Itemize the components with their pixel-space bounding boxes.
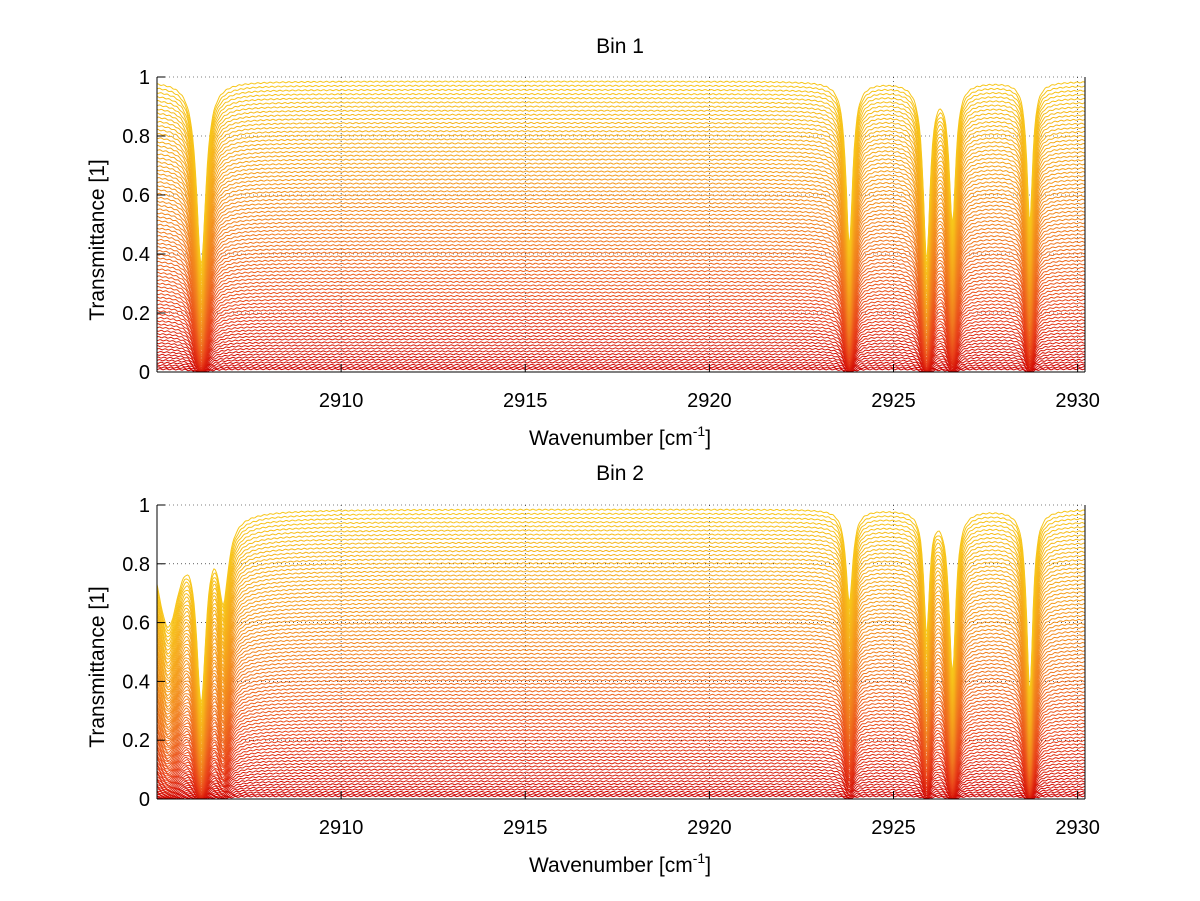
spectrum-line xyxy=(156,363,1086,373)
spectrum-line xyxy=(156,780,1086,800)
bin-1-series xyxy=(156,80,1086,373)
bin-2-x-axis-label-sup: -1 xyxy=(693,850,706,866)
spectrum-line xyxy=(156,508,1086,704)
spectrum-line xyxy=(156,793,1086,800)
y-tick-label: 0.8 xyxy=(122,554,150,576)
spectrum-line xyxy=(156,768,1085,799)
y-tick-label: 0.8 xyxy=(122,126,150,148)
spectrum-line xyxy=(156,759,1086,797)
y-tick-label: 1 xyxy=(139,67,150,89)
x-tick-label: 2920 xyxy=(687,390,732,412)
bin-1-panel: Bin 1 2910 2915 2920 2925 2930 0 0.2 0.4 0.6 0.8 1… xyxy=(86,35,1100,450)
spectrum-line xyxy=(156,749,1086,796)
spectrum-line xyxy=(156,785,1086,800)
bin-1-x-axis-label-text: Wavenumber [cm xyxy=(529,427,693,450)
y-tick-label: 0.2 xyxy=(122,730,150,752)
bin-2-series xyxy=(156,508,1086,800)
bin-1-title: Bin 1 xyxy=(596,35,644,58)
bin-1-tick-labels: 2910 2915 2920 2925 2930 0 0.2 0.4 0.6 0.8 1 xyxy=(122,67,1100,412)
bin-1-axes xyxy=(156,76,1086,373)
bin-2-x-axis-label: Wavenumber [cm-1] xyxy=(529,850,711,877)
x-tick-label: 2930 xyxy=(1055,817,1100,839)
spectrum-line xyxy=(156,774,1086,799)
spectrum-line xyxy=(156,790,1086,800)
bin-2-panel: Bin 2 2910 2915 2920 2925 2930 0 0.2 0.4 0.6 0.8 1… xyxy=(86,462,1100,877)
spectrum-line xyxy=(156,355,1086,373)
x-tick-label: 2915 xyxy=(503,817,548,839)
y-tick-label: 0.2 xyxy=(122,303,150,325)
x-tick-label: 2920 xyxy=(687,817,732,839)
bin-2-title: Bin 2 xyxy=(596,462,644,485)
bin-2-x-axis-label-close: ] xyxy=(705,854,711,877)
x-tick-label: 2925 xyxy=(871,817,916,839)
spectrum-line xyxy=(156,344,1086,371)
x-tick-label: 2930 xyxy=(1055,390,1100,412)
y-tick-label: 0 xyxy=(139,362,150,384)
spectrum-line xyxy=(156,782,1086,800)
spectrum-line xyxy=(156,788,1086,800)
bin-2-axes xyxy=(156,504,1086,800)
spectrum-line xyxy=(156,746,1086,795)
spectrum-line xyxy=(156,735,1086,793)
x-tick-label: 2915 xyxy=(503,390,548,412)
y-tick-label: 0.6 xyxy=(122,613,150,635)
bin-1-x-axis-label-close: ] xyxy=(705,427,711,450)
y-tick-label: 0.6 xyxy=(122,185,150,207)
spectrum-line xyxy=(156,762,1086,798)
spectrum-line xyxy=(156,771,1086,799)
x-tick-label: 2910 xyxy=(319,390,364,412)
bin-2-tick-labels: 2910 2915 2920 2925 2930 0 0.2 0.4 0.6 0.8 1 xyxy=(122,495,1100,839)
x-tick-label: 2925 xyxy=(871,390,916,412)
bin-1-x-axis-label: Wavenumber [cm-1] xyxy=(529,423,711,450)
bin-2-y-axis-label: Transmittance [1] xyxy=(86,586,109,747)
x-tick-label: 2910 xyxy=(319,817,364,839)
y-tick-label: 0 xyxy=(139,789,150,811)
bin-1-x-axis-label-sup: -1 xyxy=(693,423,706,439)
y-tick-label: 0.4 xyxy=(122,244,150,266)
bin-2-x-axis-label-text: Wavenumber [cm xyxy=(529,854,693,877)
y-tick-label: 1 xyxy=(139,495,150,517)
bin-1-y-axis-label: Transmittance [1] xyxy=(86,159,109,320)
spectrum-line xyxy=(156,353,1086,372)
y-tick-label: 0.4 xyxy=(122,671,150,693)
spectrum-line xyxy=(156,80,1086,266)
